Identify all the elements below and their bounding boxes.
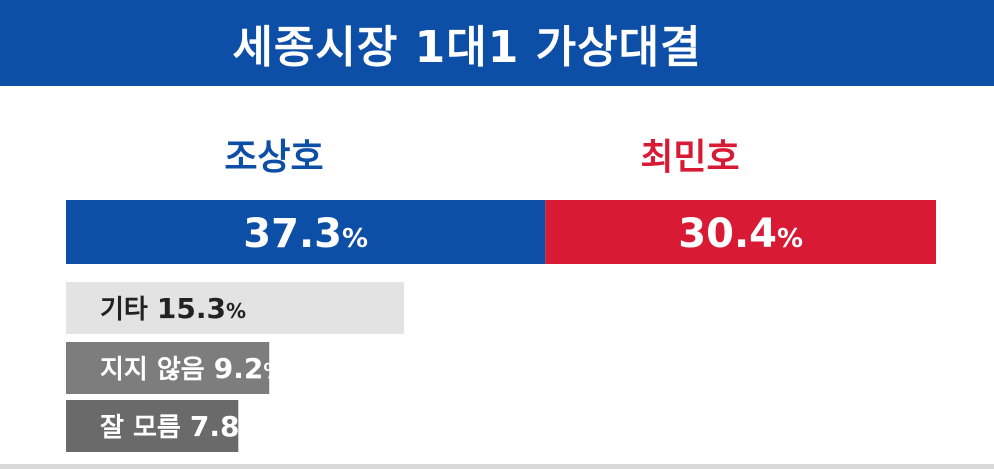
candidate-value-label-1: 37.3%: [243, 211, 368, 257]
other-bar-3: [66, 400, 239, 452]
candidate-value-label-2: 30.4%: [678, 211, 803, 257]
candidate-bar-1: [66, 200, 546, 264]
header-banner: 세종시장 1대1 가상대결: [0, 0, 994, 86]
other-bar-2: [66, 342, 270, 394]
page-title: 세종시장 1대1 가상대결: [232, 22, 702, 73]
other-label-3: 잘 모름 7.8%: [100, 410, 260, 443]
other-label-1: 기타 15.3%: [100, 292, 246, 325]
other-label-2: 지지 않음 9.2%: [100, 352, 283, 385]
candidate-b-name: 최민호: [640, 137, 740, 178]
other-bar-1: [66, 282, 404, 334]
candidate-bar-2: [545, 200, 936, 264]
bottom-divider: [0, 464, 994, 469]
candidate-a-name: 조상호: [224, 137, 324, 178]
